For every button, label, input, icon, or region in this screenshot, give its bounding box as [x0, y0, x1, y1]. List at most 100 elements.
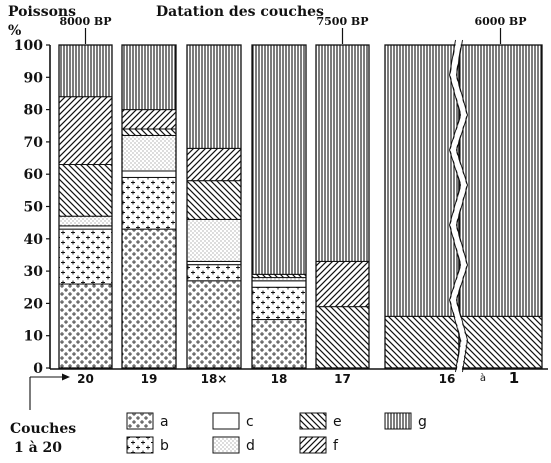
y-tick-label: 100	[14, 38, 43, 54]
bar-segment-e	[315, 306, 370, 369]
bar-segment-g	[315, 44, 370, 262]
bar-segment-f	[58, 96, 113, 166]
bar-segment-f	[121, 109, 177, 130]
y-tick-label: 0	[33, 361, 43, 377]
y-axis: 0 10 20 30 40 50 60 70 80 90 100	[14, 38, 548, 377]
y-tick-label: 60	[24, 167, 44, 183]
bar-segment-g	[458, 44, 543, 317]
y-tick-label: 70	[24, 135, 44, 151]
axis-break-edge	[449, 39, 461, 373]
legend-label: b	[160, 438, 169, 454]
bar-segment-d	[186, 218, 242, 262]
legend-swatch	[212, 412, 240, 430]
bar-20	[58, 44, 113, 369]
center-title: Datation des couches	[156, 4, 324, 20]
legend-label: d	[246, 438, 255, 454]
bar-segment-a	[58, 283, 113, 369]
legend-label: g	[418, 414, 427, 430]
bar-segment-g	[384, 44, 460, 317]
bar-segment-g	[251, 44, 307, 275]
bar-segment-e	[121, 128, 177, 136]
bar-outline	[315, 44, 370, 369]
couches-label-line1: Couches	[10, 421, 76, 437]
bar-segment-g	[186, 44, 242, 149]
bar-segment-g	[121, 44, 177, 111]
bar-segment-f	[186, 147, 242, 182]
y-tick-label: 30	[24, 264, 44, 280]
bar-segment-a	[121, 228, 177, 369]
legend-swatch	[126, 436, 154, 454]
date-markers: 8000 BP 7500 BP 6000 BP	[59, 15, 527, 44]
bar-outline	[121, 44, 177, 369]
bars	[58, 39, 543, 373]
bar-segment-b	[58, 228, 113, 285]
legend-item-f: f	[299, 436, 339, 454]
bar-segment-e	[186, 180, 242, 220]
legend-label: e	[333, 414, 342, 430]
x-tick-label: 19	[141, 372, 158, 386]
legend-label: f	[333, 438, 339, 454]
bar-segment-e	[58, 164, 113, 217]
bar-segment-e	[458, 315, 543, 369]
bar-segment-f	[315, 260, 370, 308]
legend-item-b: b	[126, 436, 169, 454]
couches-label-line2: 1 à 20	[14, 440, 62, 456]
bar-outline	[251, 44, 307, 369]
bar-segment-a	[186, 280, 242, 369]
bar-18	[251, 44, 307, 369]
legend-item-d: d	[212, 436, 255, 454]
bar-segment-g	[58, 44, 113, 98]
legend: ab cd ef g	[126, 412, 427, 454]
bar-segment-c	[251, 280, 307, 288]
y-tick-label: 40	[24, 232, 44, 248]
bar-segment-b	[121, 176, 177, 230]
left-title: Poissons	[8, 4, 76, 20]
legend-swatch	[384, 412, 412, 430]
bar-19	[121, 44, 177, 369]
bar-1	[458, 44, 543, 369]
x-tick-label: 18×	[201, 372, 228, 386]
bar-segment-b	[251, 286, 307, 321]
y-unit-label: %	[8, 23, 21, 39]
bar-segment-d	[121, 134, 177, 172]
legend-swatch	[212, 436, 240, 454]
x-tick-label: 17	[334, 372, 351, 386]
x-tick-label: 20	[77, 372, 94, 386]
legend-item-g: g	[384, 412, 427, 430]
bar-18×	[186, 44, 242, 369]
legend-item-a: a	[126, 412, 169, 430]
y-tick-label: 90	[24, 70, 44, 86]
y-tick-label: 80	[24, 103, 44, 119]
legend-label: c	[246, 414, 254, 430]
y-tick-label: 50	[24, 200, 44, 216]
legend-label: a	[160, 414, 169, 430]
y-tick-label: 20	[24, 296, 44, 312]
bar-17	[315, 44, 370, 369]
date-label: 6000 BP	[474, 15, 526, 28]
bar-outline	[58, 44, 113, 369]
between-label: à	[480, 372, 486, 384]
bar-outline	[186, 44, 242, 369]
date-label: 7500 BP	[316, 15, 368, 28]
x-axis-labels: 20 19 18× 18 17 16 1 à	[29, 369, 519, 410]
y-tick-label: 10	[24, 329, 44, 345]
legend-item-c: c	[212, 412, 254, 430]
couches-label: Couches 1 à 20	[10, 421, 76, 456]
bar-segment-d	[58, 215, 113, 227]
x-tick-label: 18	[271, 372, 288, 386]
legend-item-e: e	[299, 412, 342, 430]
couches-arrow-head	[62, 373, 70, 381]
bar-16	[384, 44, 460, 369]
bar-segment-a	[251, 319, 307, 369]
x-tick-label: 16	[439, 372, 456, 386]
bar-segment-e	[384, 315, 460, 369]
date-label: 8000 BP	[59, 15, 111, 28]
legend-swatch	[299, 436, 327, 454]
axis-break-line	[450, 39, 467, 373]
legend-swatch	[126, 412, 154, 430]
axis-break-edge	[456, 39, 468, 373]
x-tick-label: 1	[509, 369, 519, 387]
bar-segment-c	[121, 170, 177, 178]
bar-segment-b	[186, 264, 242, 282]
